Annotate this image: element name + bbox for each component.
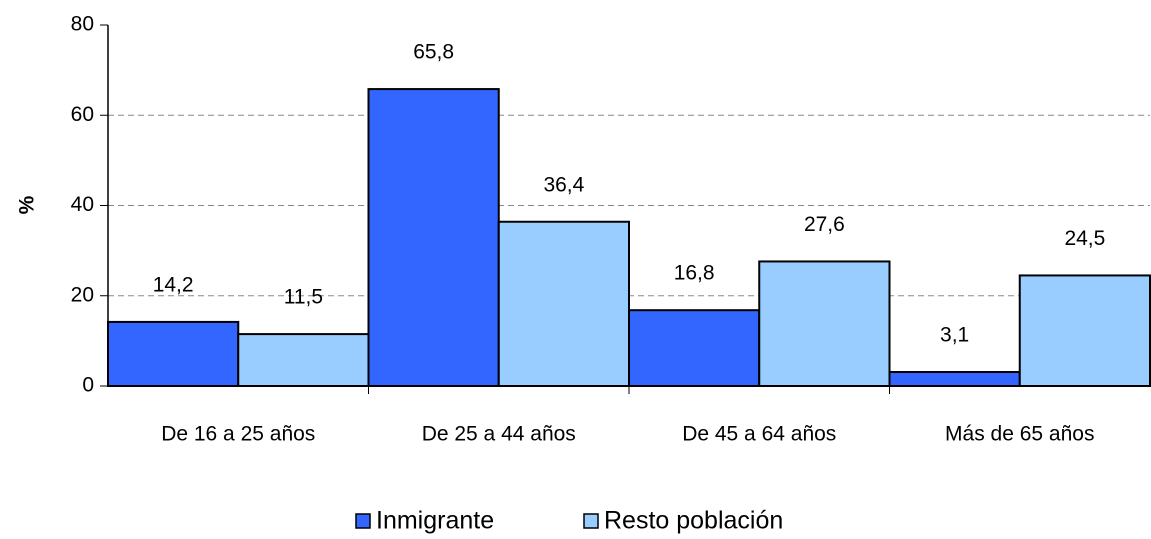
y-tick-label: 0: [82, 374, 94, 397]
y-tick-label: 40: [71, 193, 94, 216]
legend-label: Inmigrante: [376, 507, 494, 535]
x-tick-label: De 45 a 64 años: [682, 423, 836, 446]
y-tick-label: 60: [71, 103, 94, 126]
legend-label: Resto población: [604, 507, 783, 535]
data-label: 36,4: [543, 173, 584, 196]
bar: [628, 309, 761, 387]
y-axis-title: %: [16, 195, 39, 214]
bar: [758, 260, 891, 387]
x-tick-label: De 25 a 44 años: [422, 423, 576, 446]
legend-swatch: [583, 513, 599, 529]
data-label: 27,6: [804, 213, 845, 236]
bar: [497, 220, 630, 387]
bar: [237, 333, 370, 388]
bar: [1018, 274, 1151, 388]
data-label: 65,8: [413, 41, 454, 64]
legend-swatch: [355, 513, 371, 529]
x-tick-label: De 16 a 25 años: [161, 423, 315, 446]
data-label: 11,5: [284, 286, 323, 309]
data-label: 24,5: [1064, 227, 1105, 250]
bar: [107, 320, 240, 387]
y-tick-label: 80: [71, 13, 94, 36]
data-label: 3,1: [940, 324, 969, 347]
bar: [367, 88, 500, 387]
x-tick-label: Más de 65 años: [945, 423, 1094, 446]
bar: [888, 371, 1021, 388]
data-label: 14,2: [153, 273, 194, 296]
y-tick-label: 20: [71, 283, 94, 306]
data-label: 16,8: [674, 262, 715, 285]
